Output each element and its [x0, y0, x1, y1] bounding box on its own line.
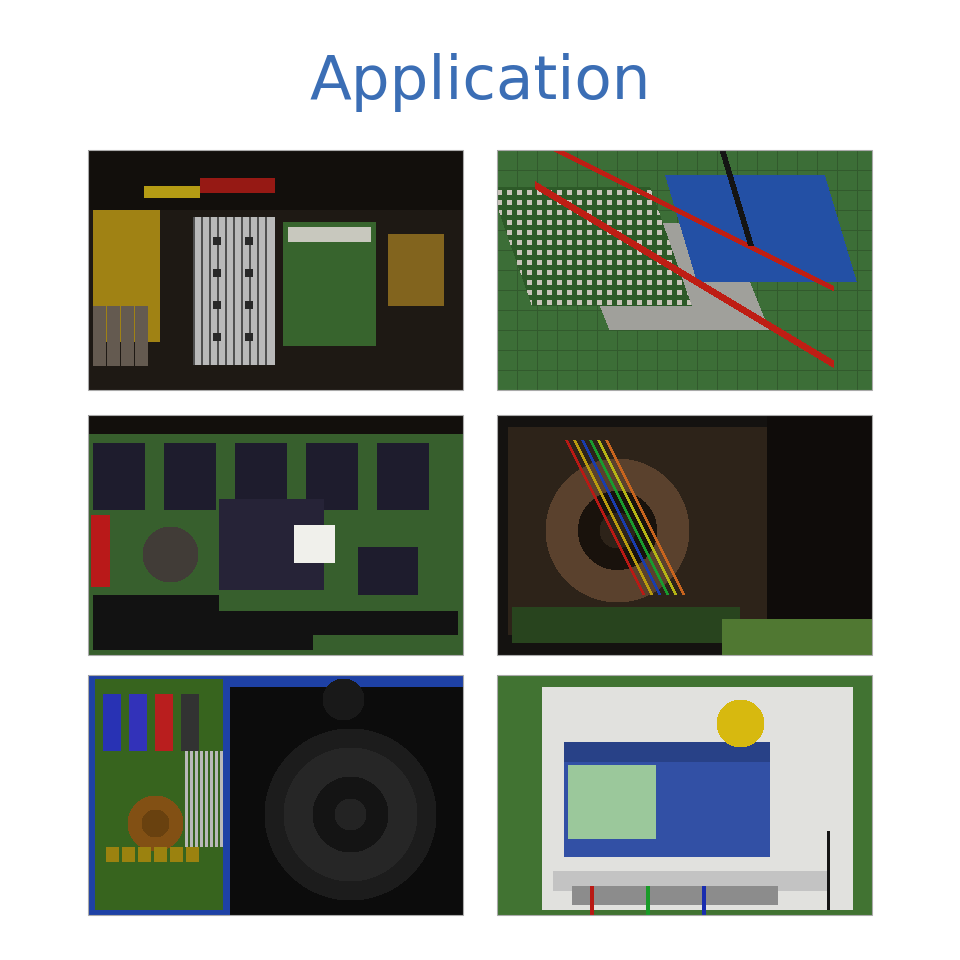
- Text: Application: Application: [309, 53, 651, 111]
- Bar: [88, 150, 463, 390]
- Bar: [497, 675, 872, 915]
- Bar: [497, 415, 872, 655]
- Bar: [88, 675, 463, 915]
- Bar: [497, 150, 872, 390]
- Bar: [88, 415, 463, 655]
